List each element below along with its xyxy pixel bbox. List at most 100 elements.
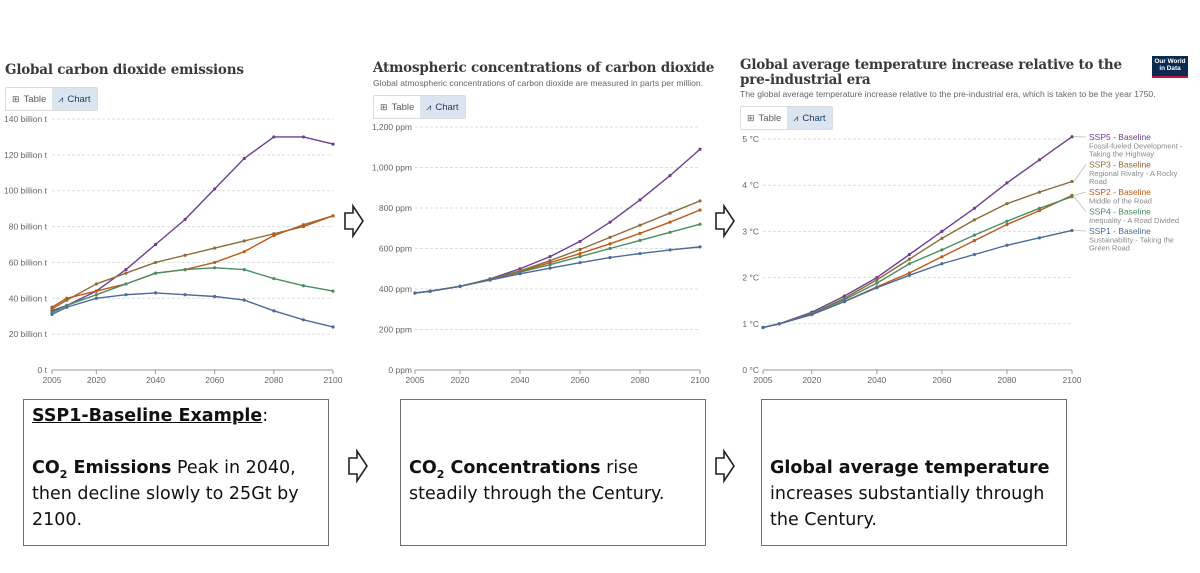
tab-table[interactable]: ⊞ Table	[12, 93, 47, 105]
data-point	[875, 286, 879, 290]
data-point	[301, 135, 306, 139]
data-point	[331, 214, 335, 218]
table-icon: ⊞	[12, 93, 20, 104]
y-tick-label: 80 billion t	[9, 222, 48, 232]
data-point	[907, 273, 911, 277]
data-point	[213, 260, 217, 265]
data-point	[124, 282, 128, 286]
data-point	[698, 199, 702, 203]
x-tick-label: 2080	[631, 375, 650, 385]
data-point	[940, 255, 944, 259]
y-tick-label: 5 °C	[742, 134, 759, 144]
legend-name: SSP1 - Baseline	[1089, 226, 1151, 236]
x-tick-label: 2060	[571, 375, 590, 385]
data-point	[875, 278, 879, 282]
data-point	[548, 266, 552, 270]
line-chart-icon: ⩘	[793, 112, 799, 123]
tab-table[interactable]: ⊞ Table	[747, 112, 782, 124]
x-tick-label: 2020	[802, 375, 821, 385]
data-point	[668, 211, 672, 215]
data-point	[301, 284, 306, 288]
series-line-ssp2	[762, 194, 1073, 329]
summary-box-emissions: SSP1-Baseline Example: CO2 Emissions Pea…	[23, 399, 329, 546]
legend-description: Regional Rivalry - A Rocky	[1089, 169, 1178, 178]
data-point	[242, 268, 246, 272]
tab-chart[interactable]: ⩘ Chart	[787, 107, 832, 129]
data-point	[301, 223, 306, 227]
data-point	[972, 218, 977, 222]
x-tick-label: 2100	[324, 375, 343, 385]
data-point	[213, 187, 217, 191]
data-point	[698, 222, 702, 226]
data-point	[458, 284, 462, 288]
tab-table[interactable]: ⊞ Table	[380, 101, 415, 113]
data-point	[242, 156, 246, 161]
data-point	[608, 235, 612, 239]
data-point	[94, 289, 98, 293]
data-point	[972, 239, 977, 243]
data-point	[940, 236, 944, 240]
co2-label: CO	[409, 458, 437, 478]
data-point	[875, 281, 879, 285]
y-tick-label: 20 billion t	[9, 329, 48, 339]
data-point	[638, 223, 642, 227]
box-heading: Global average temperature	[770, 458, 1050, 478]
data-point	[1005, 243, 1009, 247]
data-point	[183, 217, 187, 221]
data-point	[608, 256, 612, 260]
data-point	[183, 293, 187, 297]
x-tick-label: 2020	[87, 375, 106, 385]
data-point	[578, 239, 582, 244]
data-point	[907, 262, 911, 266]
y-tick-label: 800 ppm	[379, 203, 412, 213]
y-tick-label: 1,000 ppm	[372, 163, 412, 173]
legend-description: Taking the Highway	[1089, 150, 1154, 159]
data-point	[124, 271, 128, 275]
y-tick-label: 140 billion t	[4, 114, 48, 124]
data-point	[608, 242, 612, 246]
y-tick-label: 0 °C	[742, 365, 759, 375]
data-point	[488, 278, 492, 282]
tab-chart[interactable]: ⩘ Chart	[52, 88, 97, 110]
y-tick-label: 1,200 ppm	[372, 122, 412, 132]
data-point	[842, 294, 846, 298]
data-point	[940, 248, 944, 252]
data-point	[638, 251, 642, 256]
data-point	[875, 276, 879, 280]
data-point	[1037, 190, 1042, 194]
data-point	[1037, 158, 1042, 162]
data-point	[972, 206, 977, 210]
data-point	[242, 298, 246, 302]
x-tick-label: 2040	[867, 375, 886, 385]
legend-name: SSP5 - Baseline	[1089, 132, 1151, 142]
data-point	[761, 325, 765, 330]
legend-description: Fossil-fueled Development -	[1089, 142, 1183, 151]
data-point	[668, 248, 672, 252]
tab-chart[interactable]: ⩘ Chart	[420, 96, 465, 118]
y-tick-label: 0 ppm	[388, 365, 412, 375]
data-point	[698, 147, 702, 151]
data-point	[972, 233, 977, 237]
legend-name: SSP4 - Baseline	[1089, 207, 1151, 217]
chart-title: Global carbon dioxide emissions	[5, 62, 244, 78]
data-point	[907, 252, 911, 257]
data-point	[810, 312, 814, 317]
data-point	[153, 242, 158, 247]
data-point	[1005, 202, 1009, 206]
arrow-right-icon	[715, 448, 735, 484]
data-point	[1070, 195, 1074, 199]
data-point	[638, 231, 642, 235]
data-point	[608, 246, 612, 251]
y-tick-label: 60 billion t	[9, 257, 48, 267]
emissions-line-chart: 0 t 20 billion t 40 billion t 60 billion t 8…	[4, 114, 343, 385]
x-tick-label: 2020	[451, 375, 470, 385]
data-point	[153, 271, 158, 275]
data-point	[413, 291, 417, 295]
data-point	[331, 289, 335, 293]
y-tick-label: 0 t	[38, 365, 48, 375]
data-point	[272, 233, 276, 238]
data-point	[153, 260, 158, 265]
y-tick-label: 3 °C	[742, 226, 759, 236]
owid-logo: Our World in Data	[1152, 56, 1188, 78]
x-tick-label: 2005	[406, 375, 425, 385]
